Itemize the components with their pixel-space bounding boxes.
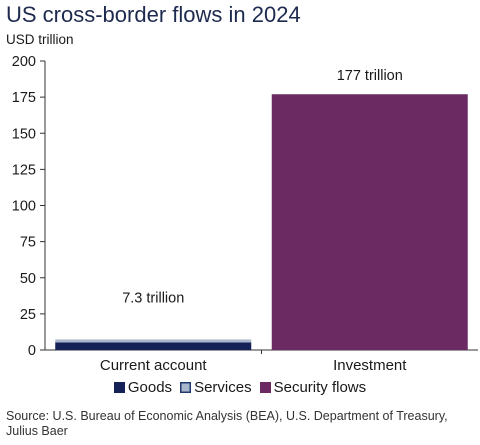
source-note: Source: U.S. Bureau of Economic Analysis…: [6, 409, 448, 438]
bar-security-flows: [271, 94, 468, 350]
y-tick-label: 75: [20, 235, 36, 251]
legend-swatch: [180, 382, 192, 393]
legend-item: Goods: [113, 379, 173, 396]
y-tick-label: 175: [12, 90, 36, 106]
y-tick-label: 0: [28, 343, 36, 359]
bar-services: [55, 339, 252, 343]
y-tick-label: 150: [12, 126, 36, 142]
data-label: 177 trillion: [337, 68, 403, 84]
y-tick-label: 25: [20, 307, 36, 323]
legend-swatch: [113, 382, 125, 393]
data-label: 7.3 trillion: [122, 290, 184, 306]
y-tick-label: 200: [12, 54, 36, 70]
legend: Goods Services Security flows: [0, 379, 480, 396]
y-tick-label: 125: [12, 162, 36, 178]
legend-label: Security flows: [273, 379, 367, 396]
y-tick-label: 100: [12, 199, 36, 215]
legend-label: Services: [194, 379, 252, 396]
x-tick-label: Investment: [333, 357, 407, 374]
chart-title: US cross-border flows in 2024: [6, 2, 301, 27]
bar-chart: 0 25 50 75 100 125 150 175 200 7.3 trillion Curren…: [12, 54, 478, 374]
legend-label: Goods: [127, 379, 173, 396]
y-tick-label: 50: [20, 271, 36, 287]
bar-goods: [55, 342, 252, 350]
legend-item: Security flows: [259, 379, 367, 396]
legend-swatch: [259, 382, 271, 393]
legend-item: Services: [180, 379, 252, 396]
x-tick-label: Current account: [100, 357, 208, 374]
y-axis-unit-label: USD trillion: [6, 32, 74, 47]
